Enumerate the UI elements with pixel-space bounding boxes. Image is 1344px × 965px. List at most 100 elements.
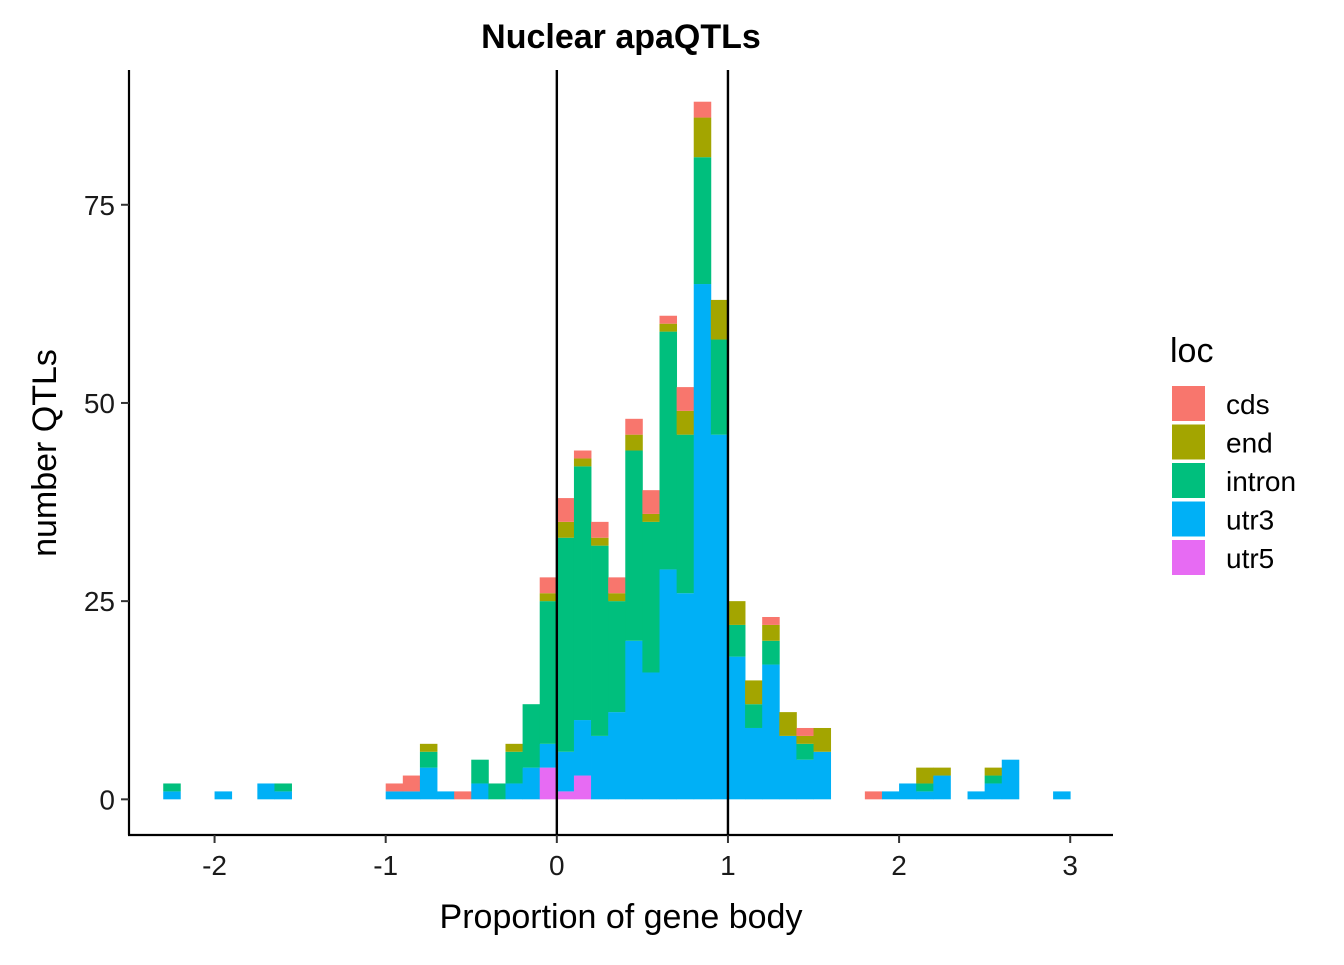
- bar-segment-intron: [163, 783, 181, 792]
- bar-segment-end: [727, 601, 746, 625]
- bar-segment-intron: [522, 704, 541, 768]
- bar-segment-utr3: [813, 751, 832, 800]
- bar-segment-intron: [608, 601, 626, 713]
- bar-segment-intron: [727, 624, 746, 657]
- bar-segment-cds: [659, 315, 678, 324]
- bar-segment-utr3: [1001, 759, 1020, 800]
- bar-segment-cds: [762, 616, 780, 625]
- bar-segment-cds: [642, 490, 660, 514]
- bar-segment-utr3: [556, 751, 575, 792]
- y-ticks: 0 25 50 75: [84, 190, 129, 815]
- legend-label-utr5: utr5: [1226, 543, 1274, 574]
- bar-segment-intron: [573, 466, 592, 721]
- bar-segment-utr3: [505, 783, 523, 800]
- legend-label-utr3: utr3: [1226, 505, 1274, 536]
- bar-segment-cds: [676, 387, 695, 411]
- bar-segment-intron: [625, 450, 643, 641]
- bar-segment-cds: [385, 783, 404, 792]
- bar-segment-utr3: [967, 791, 986, 800]
- bar-segment-cds: [539, 577, 558, 594]
- bar-segment-utr3: [591, 735, 609, 800]
- bar-segment-utr3: [1053, 791, 1071, 800]
- bar-segment-intron: [471, 759, 489, 784]
- bar-segment-intron: [745, 704, 763, 728]
- bar-segment-intron: [676, 434, 695, 594]
- bar-segment-utr3: [385, 791, 404, 800]
- bar-segment-end: [505, 743, 523, 752]
- bar-segment-cds: [591, 521, 609, 538]
- x-tick-label: -2: [202, 850, 227, 881]
- bar-segment-end: [608, 593, 626, 602]
- x-tick-label: 1: [720, 850, 736, 881]
- bar-segment-intron: [539, 601, 558, 744]
- bar-segment-end: [933, 767, 951, 776]
- bar-segment-intron: [419, 751, 438, 768]
- bar-segment-utr3: [710, 434, 729, 800]
- legend-swatch-cds: [1172, 386, 1205, 421]
- bar-segment-end: [676, 410, 695, 435]
- bar-segment-cds: [454, 791, 472, 800]
- bar-segment-intron: [488, 783, 506, 800]
- bar-segment-cds: [864, 791, 883, 800]
- bar-segment-end: [813, 727, 832, 752]
- legend: loc cds end intron utr3 utr5: [1170, 332, 1296, 575]
- bar-segment-utr3: [437, 791, 455, 800]
- bar-segment-utr3: [676, 593, 695, 800]
- legend-swatch-intron: [1172, 463, 1205, 498]
- bar-segment-intron: [762, 640, 780, 665]
- bar-segment-utr5: [556, 791, 575, 800]
- bar-segment-utr3: [274, 791, 292, 800]
- bar-segment-intron: [710, 339, 729, 435]
- bar-segment-intron: [642, 521, 660, 673]
- bar-segment-cds: [402, 775, 421, 792]
- bar-segment-utr3: [522, 767, 541, 800]
- bar-segment-end: [556, 521, 575, 538]
- legend-label-end: end: [1226, 428, 1273, 459]
- bar-segment-utr3: [659, 569, 678, 800]
- y-axis-label: number QTLs: [26, 349, 64, 557]
- bar-segment-end: [573, 458, 592, 467]
- bar-segment-utr3: [257, 783, 275, 800]
- bar-segment-intron: [505, 751, 523, 784]
- bar-segment-utr3: [727, 656, 746, 800]
- bar-segment-utr3: [881, 791, 900, 800]
- bar-segment-intron: [659, 331, 678, 570]
- y-tick-label: 50: [84, 388, 115, 419]
- bar-segment-utr3: [762, 664, 780, 800]
- bar-segment-end: [642, 513, 660, 522]
- bar-segment-utr3: [642, 672, 660, 800]
- bar-segment-intron: [274, 783, 292, 792]
- bar-segment-intron: [796, 743, 814, 760]
- chart-title: Nuclear apaQTLs: [481, 18, 761, 56]
- bar-segment-utr3: [899, 783, 917, 800]
- bar-segment-utr3: [214, 791, 233, 800]
- bar-segment-utr5: [573, 775, 592, 800]
- bar-segment-utr3: [402, 791, 421, 800]
- x-tick-label: 3: [1062, 850, 1078, 881]
- bar-segment-end: [710, 299, 729, 340]
- bar-segment-utr3: [625, 640, 643, 800]
- legend-swatch-utr5: [1172, 540, 1205, 575]
- y-tick-label: 75: [84, 190, 115, 221]
- bar-segment-cds: [608, 577, 626, 594]
- bar-segment-utr3: [916, 791, 934, 800]
- legend-title: loc: [1170, 332, 1213, 370]
- bar-segment-end: [796, 735, 814, 744]
- bar-segment-end: [762, 624, 780, 641]
- bar-segment-utr3: [573, 720, 592, 776]
- legend-swatch-utr3: [1172, 501, 1205, 537]
- bar-segment-end: [984, 767, 1003, 776]
- x-axis-label: Proportion of gene body: [440, 898, 803, 936]
- bar-segment-intron: [556, 537, 575, 752]
- bar-segment-utr3: [539, 743, 558, 768]
- bar-segment-cds: [693, 101, 712, 118]
- y-tick-label: 25: [84, 586, 115, 617]
- bar-segment-end: [745, 680, 763, 705]
- x-tick-label: -1: [373, 850, 398, 881]
- x-ticks: -2 -1 0 1 2 3: [202, 835, 1078, 881]
- bar-segment-utr3: [163, 791, 181, 800]
- legend-swatch-end: [1172, 424, 1205, 460]
- bar-segment-cds: [796, 727, 814, 736]
